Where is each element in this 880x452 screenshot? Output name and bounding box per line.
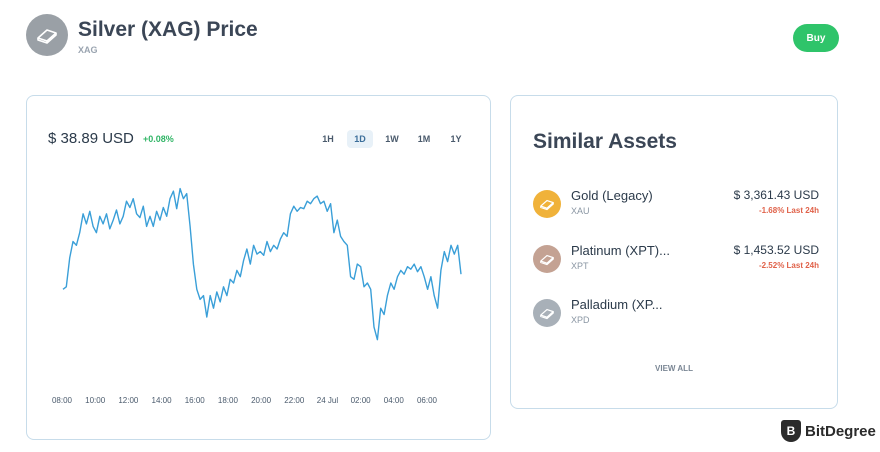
price-chart-card: $ 38.89 USD +0.08% 1H 1D 1W 1M 1Y 08:00 1… [26,95,491,440]
range-1h[interactable]: 1H [322,134,334,144]
asset-item-platinum[interactable]: Platinum (XPT)... XPT $ 1,453.52 USD -2.… [533,241,819,275]
x-tick-label: 08:00 [52,396,73,405]
x-tick-label: 22:00 [284,396,305,405]
current-price: $ 38.89 USD [48,130,134,147]
asset-name: Platinum (XPT)... [571,243,670,258]
asset-item-palladium[interactable]: Palladium (XP... XPD [533,295,819,329]
x-tick-label: 14:00 [152,396,173,405]
view-all-link[interactable]: VIEW ALL [655,364,693,373]
asset-name: Gold (Legacy) [571,188,653,203]
x-tick-label: 18:00 [218,396,239,405]
silver-bar-icon [37,29,57,44]
asset-item-gold[interactable]: Gold (Legacy) XAU $ 3,361.43 USD -1.68% … [533,186,819,220]
asset-name: Palladium (XP... [571,297,663,312]
x-tick-label: 04:00 [384,396,405,405]
x-tick-label: 12:00 [118,396,139,405]
range-1d[interactable]: 1D [347,130,373,148]
time-range-selector: 1H 1D 1W 1M 1Y [315,130,469,148]
bitdegree-logo-icon: B [781,420,801,442]
range-1m[interactable]: 1M [417,134,431,144]
bitdegree-watermark: B BitDegree [781,419,876,443]
asset-price: $ 3,361.43 USD [733,188,819,202]
price-line-chart: 08:00 10:00 12:00 14:00 16:00 18:00 20:00 22:00… [52,187,462,405]
page-header: Silver (XAG) Price XAG Buy [26,14,856,62]
asset-symbol: XPT [571,261,589,271]
bitdegree-brand-text: BitDegree [805,422,876,440]
page-title: Silver (XAG) Price [78,18,258,41]
x-tick-label: 16:00 [185,396,206,405]
silver-logo [26,14,68,56]
asset-symbol: XAG [78,45,98,55]
range-1y[interactable]: 1Y [450,134,462,144]
asset-change: -1.68% Last 24h [758,206,819,215]
price-change: +0.08% [143,134,174,144]
asset-symbol: XPD [571,315,590,325]
asset-change: -2.52% Last 24h [758,261,819,270]
asset-price: $ 1,453.52 USD [733,243,819,257]
asset-symbol: XAU [571,206,590,216]
gold-coin-icon [533,190,561,218]
x-tick-label: 20:00 [251,396,272,405]
buy-button[interactable]: Buy [793,24,839,52]
price-series-line [62,187,462,341]
x-tick-label: 02:00 [351,396,372,405]
palladium-coin-icon [533,299,561,327]
x-tick-label: 06:00 [417,396,438,405]
similar-assets-title: Similar Assets [533,130,677,153]
range-1w[interactable]: 1W [385,134,399,144]
x-tick-label: 24 Jul [317,396,339,405]
platinum-coin-icon [533,245,561,273]
similar-assets-card: Similar Assets Gold (Legacy) XAU $ 3,361… [510,95,838,409]
x-tick-label: 10:00 [85,396,106,405]
